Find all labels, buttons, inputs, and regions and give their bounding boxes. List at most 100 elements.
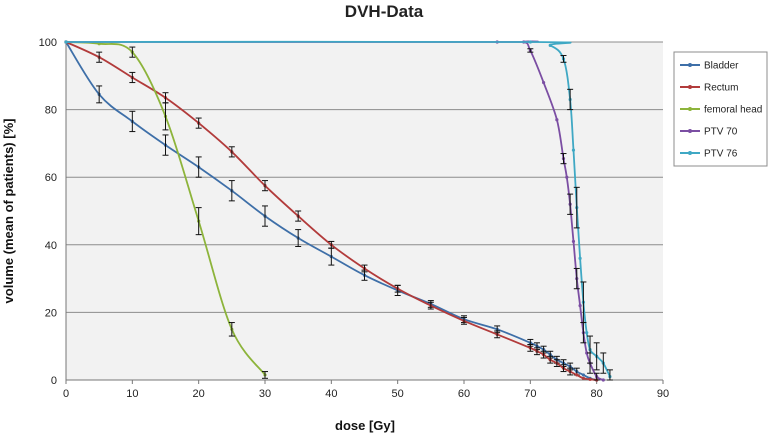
error-bar (553, 359, 560, 367)
error-bar (162, 134, 169, 156)
data-point (578, 304, 582, 308)
error-bar (494, 330, 501, 339)
error-bar (547, 355, 554, 364)
series-femoral-head (64, 40, 268, 379)
error-bar (461, 316, 467, 325)
data-point (565, 175, 569, 179)
error-bar (587, 335, 594, 364)
error-bar (600, 352, 607, 374)
error-bar (96, 51, 103, 63)
error-bar (228, 146, 235, 158)
error-bar (129, 110, 136, 133)
y-tick-label: 0 (51, 375, 57, 387)
x-tick-label: 90 (657, 388, 669, 400)
data-point (555, 118, 559, 122)
error-bar (580, 281, 587, 324)
x-tick-label: 60 (458, 388, 470, 400)
error-bar (361, 264, 368, 273)
y-tick-label: 40 (45, 240, 57, 252)
legend-marker (688, 107, 692, 111)
legend: Bladder Rectum femoral head PTV 70 PTV 76 (673, 51, 768, 167)
data-point (581, 373, 586, 377)
legend-label: Bladder (704, 61, 739, 72)
legend-item: PTV 76 (680, 149, 738, 160)
error-bar (394, 284, 401, 293)
legend-label: PTV 76 (704, 149, 738, 160)
error-bar (195, 117, 202, 129)
y-tick-label: 100 (39, 37, 57, 49)
error-bar (427, 301, 434, 310)
data-point (601, 378, 605, 382)
series-rectum (64, 40, 599, 382)
data-point (588, 377, 592, 381)
error-bar (560, 153, 567, 165)
legend-marker (688, 85, 692, 89)
chart-title: DVH-Data (345, 2, 424, 21)
error-bar (195, 156, 202, 178)
error-bar (593, 342, 600, 371)
legend-marker (688, 129, 692, 133)
x-tick-label: 10 (126, 388, 138, 400)
series-ptv-76 (64, 40, 613, 381)
error-bar (228, 322, 235, 337)
error-bar (262, 371, 268, 379)
error-bar (540, 350, 547, 359)
data-point (581, 376, 586, 380)
legend-label: PTV 70 (704, 127, 738, 138)
error-bar (262, 205, 268, 227)
legend-marker (688, 151, 692, 155)
error-bar (195, 207, 202, 236)
x-tick-label: 80 (591, 388, 603, 400)
error-bar (96, 85, 103, 104)
error-bar (573, 186, 580, 229)
data-point (571, 239, 576, 244)
error-bar (295, 210, 302, 222)
error-bar (560, 55, 567, 63)
data-point (585, 331, 589, 335)
error-bar (129, 71, 136, 84)
data-point (542, 80, 546, 85)
y-tick-label: 20 (45, 307, 57, 319)
y-axis-title: volume (mean of patients) [%] (1, 119, 16, 304)
x-tick-label: 50 (392, 388, 404, 400)
legend-item: PTV 70 (680, 127, 738, 138)
data-point (548, 43, 552, 47)
error-bar (228, 180, 235, 202)
x-tick-label: 30 (259, 388, 271, 400)
legend-marker (688, 63, 692, 67)
error-bar (573, 267, 580, 290)
x-tick-label: 20 (193, 388, 205, 400)
x-tick-label: 40 (325, 388, 337, 400)
data-point (571, 148, 576, 152)
error-bar (527, 48, 534, 53)
error-bar (527, 344, 534, 352)
error-bar (567, 193, 574, 215)
error-bar (162, 102, 169, 131)
error-bar (567, 88, 574, 111)
error-bar (129, 46, 136, 58)
data-point (64, 40, 68, 44)
x-tick-label: 70 (524, 388, 536, 400)
legend-label: Rectum (704, 83, 738, 94)
data-point (528, 40, 532, 44)
y-tick-label: 60 (45, 172, 57, 184)
error-bar (533, 347, 540, 356)
y-tick-label: 80 (45, 105, 57, 117)
legend-item: Bladder (680, 61, 739, 72)
error-bar (606, 369, 613, 381)
x-axis-title: dose [Gy] (335, 418, 395, 433)
error-bar (295, 229, 302, 247)
legend-label: femoral head (704, 105, 762, 116)
error-bar (567, 367, 574, 376)
x-tick-label: 0 (63, 388, 69, 400)
error-bar (328, 240, 335, 249)
error-bar (262, 180, 268, 192)
legend-item: femoral head (680, 105, 762, 116)
data-point (585, 351, 589, 355)
data-point (578, 256, 582, 260)
error-bar (560, 364, 567, 373)
legend-item: Rectum (680, 83, 738, 94)
data-point (575, 373, 579, 377)
error-bar (593, 372, 600, 381)
